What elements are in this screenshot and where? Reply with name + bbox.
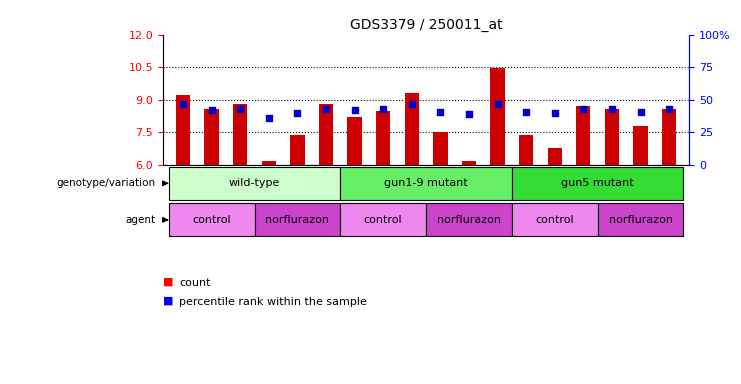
Text: norflurazon: norflurazon — [437, 215, 501, 225]
Point — [406, 101, 418, 107]
Text: agent: agent — [125, 215, 156, 225]
Bar — [433, 132, 448, 165]
Point — [177, 101, 189, 107]
Point — [234, 106, 246, 112]
Text: norflurazon: norflurazon — [608, 215, 673, 225]
Point — [291, 110, 303, 116]
Text: gun5 mutant: gun5 mutant — [562, 178, 634, 189]
Text: control: control — [364, 215, 402, 225]
Bar — [233, 104, 247, 165]
Text: genotype/variation: genotype/variation — [56, 178, 156, 189]
Bar — [205, 109, 219, 165]
FancyBboxPatch shape — [512, 167, 683, 200]
Point — [263, 115, 275, 121]
Bar — [290, 135, 305, 165]
Title: GDS3379 / 250011_at: GDS3379 / 250011_at — [350, 18, 502, 32]
Bar — [348, 117, 362, 165]
Point — [491, 101, 503, 107]
Text: control: control — [193, 215, 231, 225]
Text: ■: ■ — [163, 295, 173, 305]
Bar — [319, 104, 333, 165]
Bar — [519, 135, 534, 165]
Text: norflurazon: norflurazon — [265, 215, 330, 225]
Bar — [462, 161, 476, 165]
Point — [434, 109, 446, 115]
Text: ■: ■ — [163, 276, 173, 286]
Text: count: count — [179, 278, 211, 288]
Bar — [605, 109, 619, 165]
Text: gun1-9 mutant: gun1-9 mutant — [384, 178, 468, 189]
Bar — [376, 111, 391, 165]
Bar — [662, 109, 677, 165]
Bar — [405, 93, 419, 165]
Bar — [176, 96, 190, 165]
Point — [520, 109, 532, 115]
Bar — [491, 68, 505, 165]
Bar — [634, 126, 648, 165]
FancyBboxPatch shape — [512, 204, 598, 236]
Bar — [262, 161, 276, 165]
Point — [377, 106, 389, 112]
Bar — [548, 148, 562, 165]
FancyBboxPatch shape — [340, 167, 512, 200]
FancyBboxPatch shape — [340, 204, 426, 236]
FancyBboxPatch shape — [426, 204, 512, 236]
FancyBboxPatch shape — [169, 204, 254, 236]
Point — [577, 106, 589, 112]
Text: percentile rank within the sample: percentile rank within the sample — [179, 297, 368, 307]
Point — [349, 107, 361, 113]
Point — [549, 110, 561, 116]
Point — [206, 107, 218, 113]
Bar — [576, 106, 591, 165]
FancyBboxPatch shape — [169, 167, 340, 200]
Point — [634, 109, 646, 115]
FancyBboxPatch shape — [598, 204, 683, 236]
Point — [320, 106, 332, 112]
Point — [663, 106, 675, 112]
FancyBboxPatch shape — [254, 204, 340, 236]
Point — [606, 106, 618, 112]
Point — [463, 111, 475, 117]
Text: control: control — [536, 215, 574, 225]
Text: wild-type: wild-type — [229, 178, 280, 189]
